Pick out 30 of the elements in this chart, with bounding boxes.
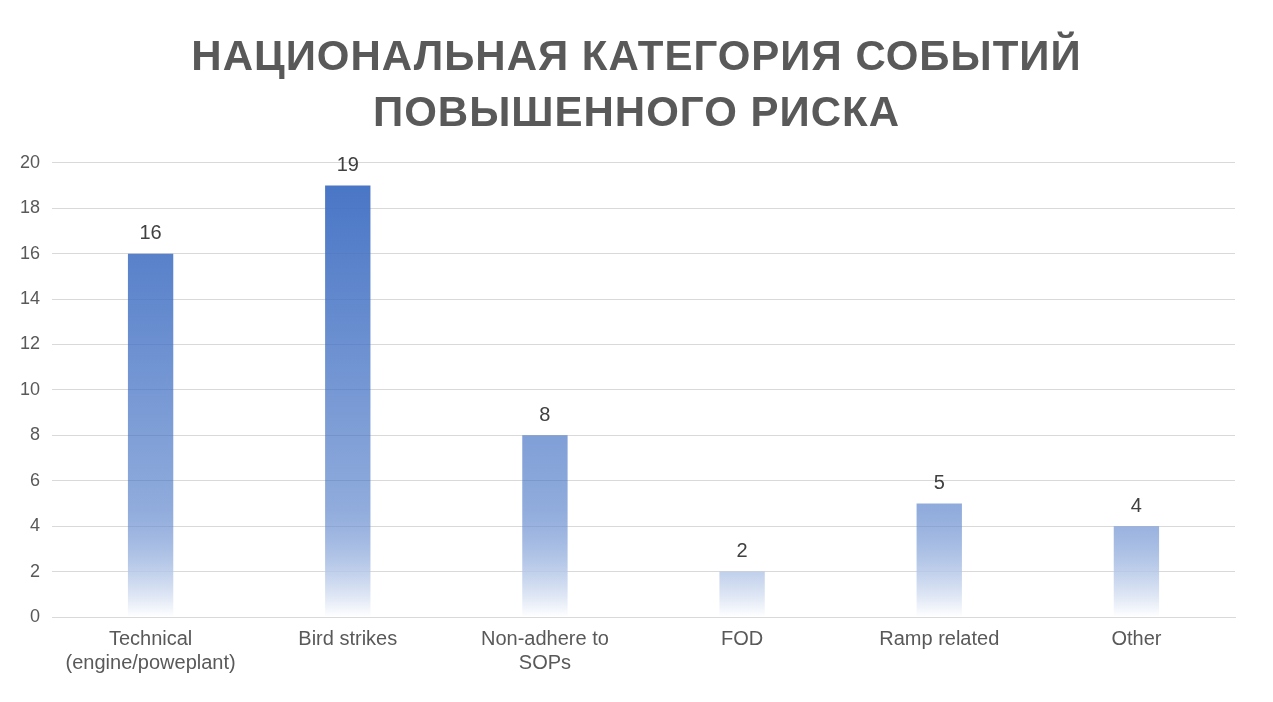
x-tick-label: Other: [1111, 626, 1162, 649]
data-label: 16: [139, 221, 162, 244]
bar: [1113, 526, 1160, 617]
chart-title: НАЦИОНАЛЬНАЯ КАТЕГОРИЯ СОБЫТИЙ ПОВЫШЕННОГО РИСКА: [190, 30, 1083, 137]
y-tick-label: 6: [30, 469, 41, 490]
y-tick-label: 2: [30, 560, 41, 581]
y-tick-label: 0: [30, 605, 41, 626]
x-tick-label: FOD: [720, 626, 764, 649]
bar: [916, 503, 962, 617]
y-tick-label: 20: [19, 151, 41, 172]
data-label: 4: [1130, 493, 1142, 516]
y-tick-label: 8: [30, 424, 41, 445]
data-label: 8: [539, 402, 551, 425]
y-tick-label: 18: [19, 197, 41, 218]
bar: [719, 571, 765, 617]
y-tick-label: 16: [19, 242, 41, 263]
y-tick-label: 4: [30, 515, 41, 536]
x-tick-label: Non-adhere to SOPs: [480, 626, 609, 673]
bar: [127, 253, 174, 617]
y-tick-label: 14: [19, 288, 41, 309]
bar: [325, 185, 371, 617]
data-label: 19: [336, 153, 359, 176]
x-tick-label: Technical (engine/poweplant): [65, 626, 236, 673]
y-tick-label: 10: [19, 378, 41, 399]
y-tick-label: 12: [19, 333, 41, 354]
x-tick-label: Bird strikes: [298, 626, 398, 649]
x-tick-label: Ramp related: [879, 626, 1000, 649]
bar: [522, 435, 568, 617]
data-label: 5: [933, 470, 945, 493]
data-label: 2: [736, 539, 748, 562]
